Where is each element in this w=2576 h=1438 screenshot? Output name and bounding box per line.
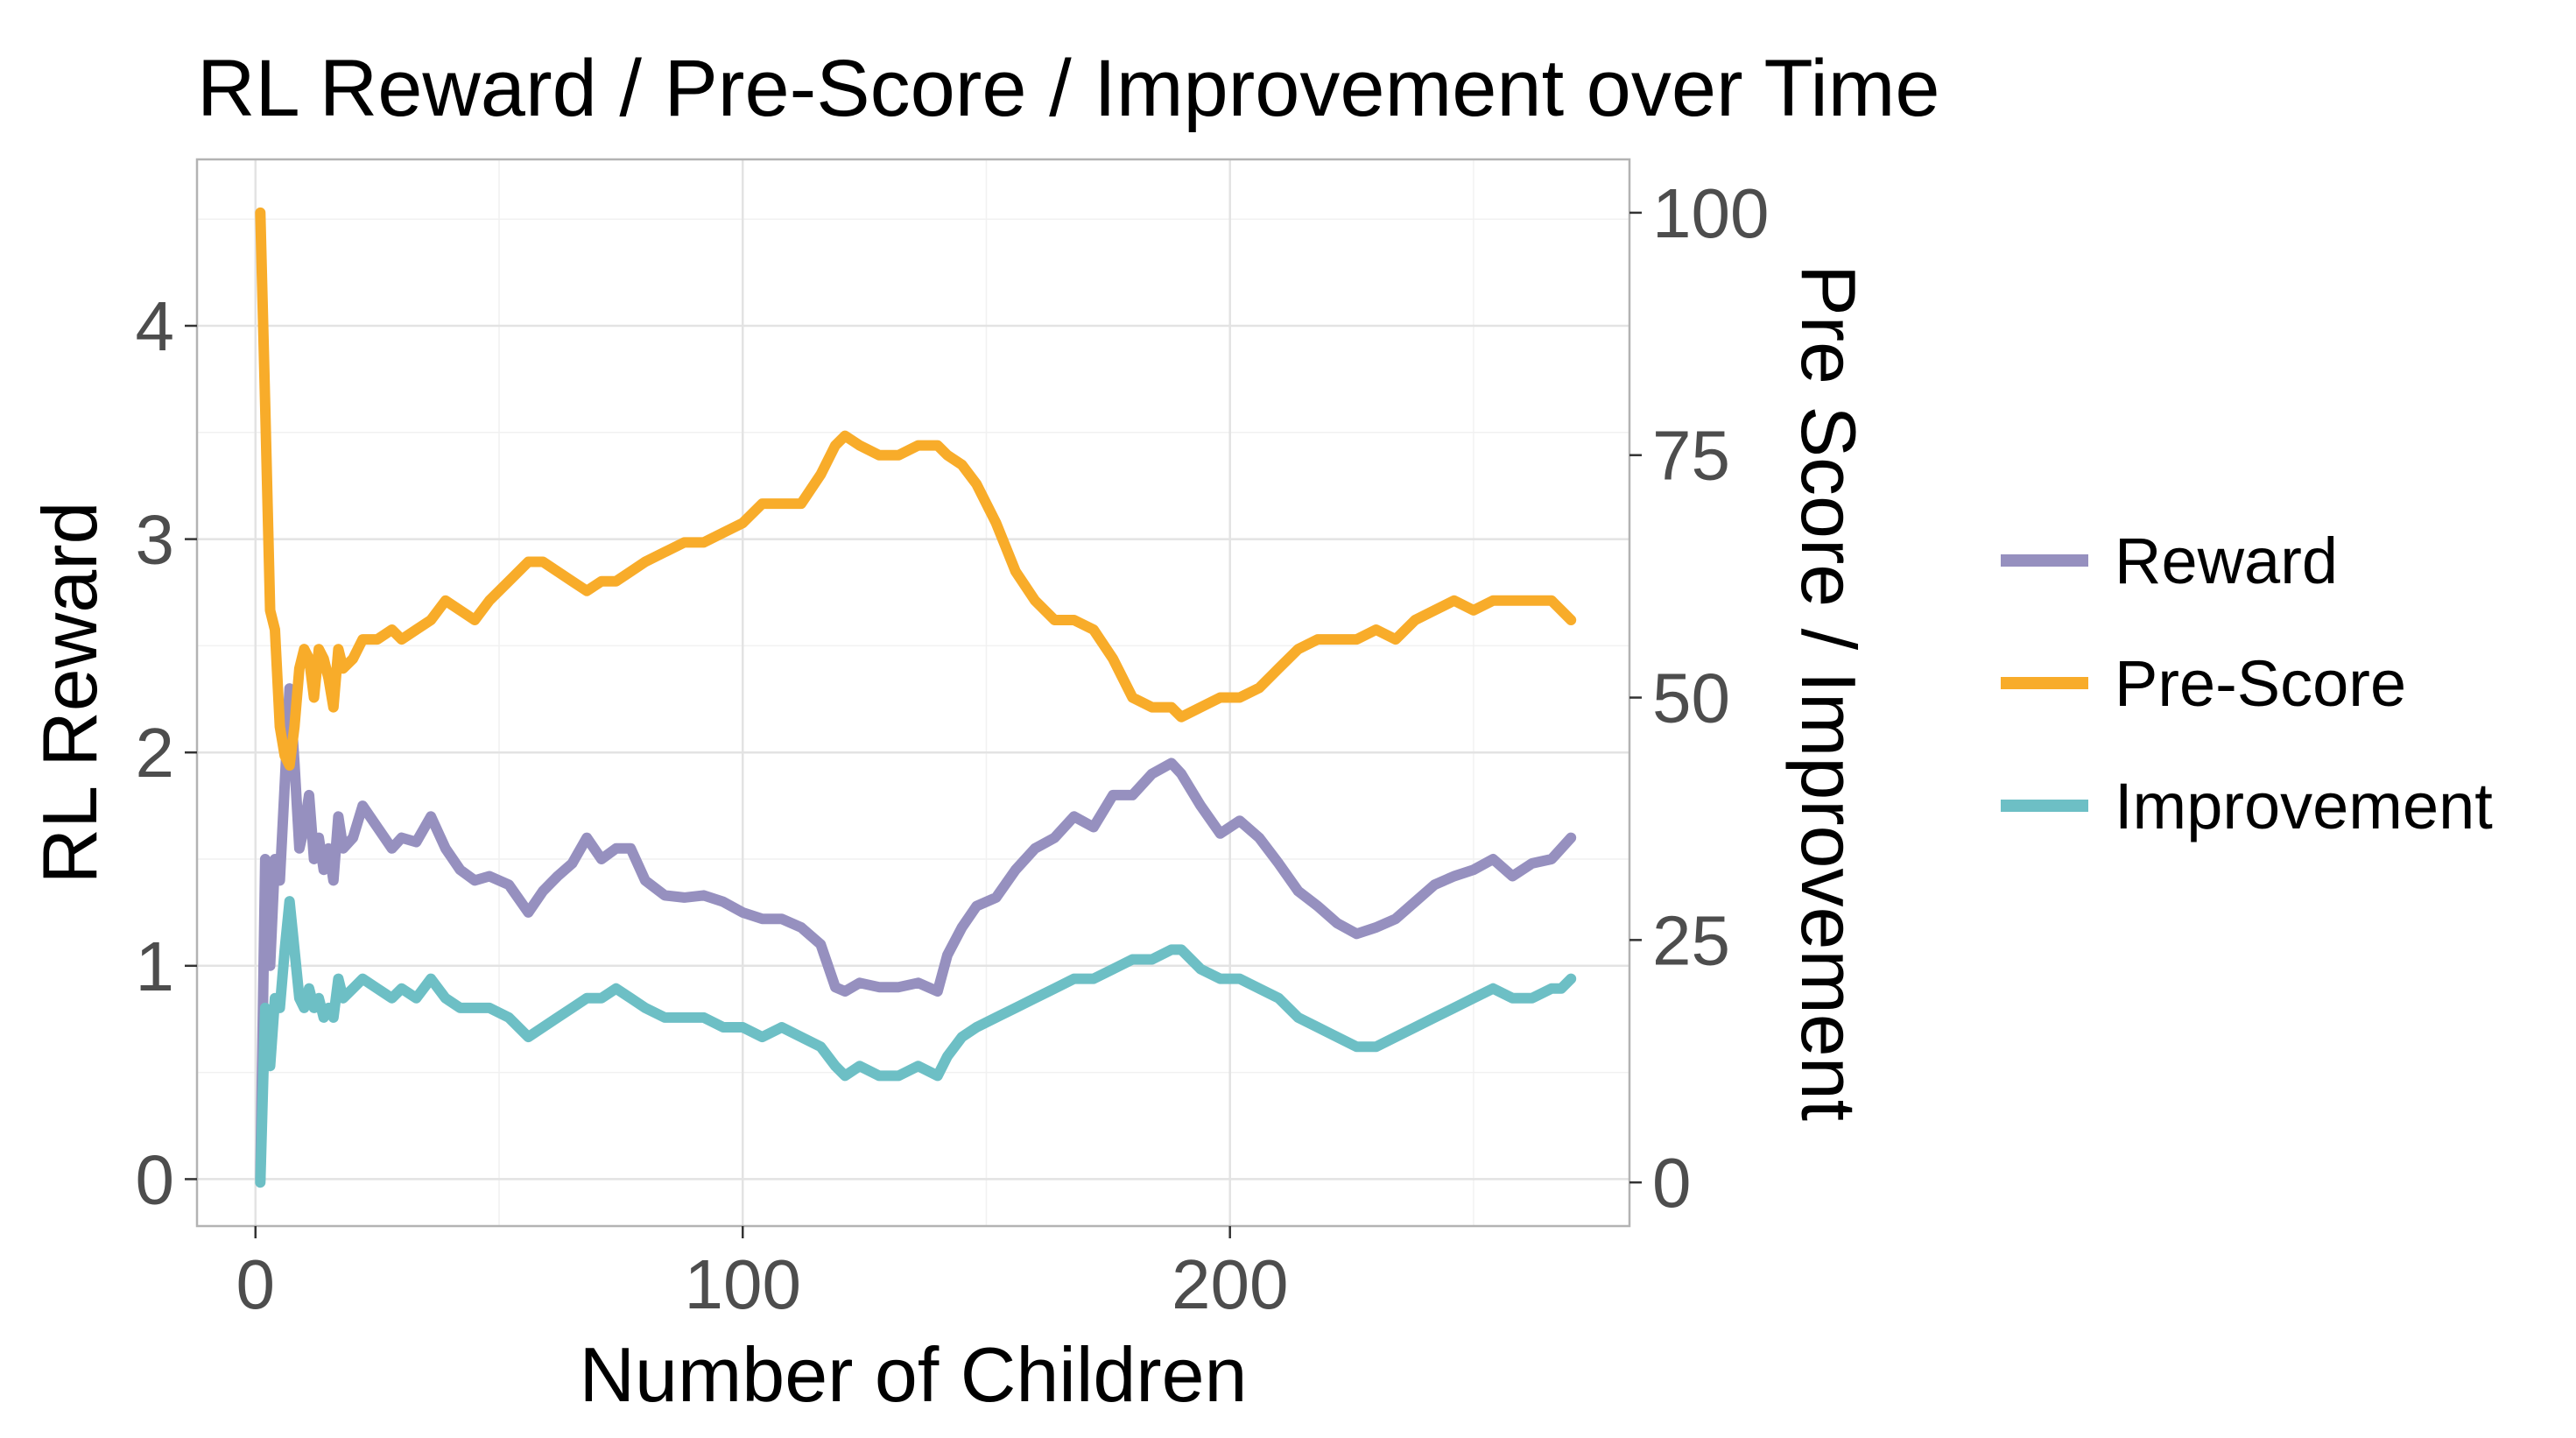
series-lines — [255, 207, 1577, 1188]
series-line-reward — [255, 683, 1577, 1185]
y-axis-right: 0 25 50 75 100 — [1629, 174, 1769, 1222]
y-axis-right-title: Pre Score / Improvement — [1785, 264, 1872, 1121]
y-right-tick-label: 75 — [1652, 417, 1730, 495]
x-tick-label: 0 — [236, 1245, 276, 1323]
y-tick-label: 2 — [136, 714, 175, 792]
x-tick-label: 100 — [684, 1245, 800, 1323]
y-right-tick-label: 50 — [1652, 659, 1730, 737]
legend-label-pre-score: Pre-Score — [2115, 647, 2406, 720]
grid — [197, 159, 1629, 1226]
legend: Reward Pre-Score Improvement — [2001, 525, 2493, 842]
series-line-pre-score — [255, 207, 1577, 771]
y-tick-label: 1 — [136, 927, 175, 1005]
y-axis-title: RL Reward — [26, 502, 113, 885]
y-tick-label: 4 — [136, 287, 175, 365]
y-tick-label: 3 — [136, 501, 175, 579]
x-axis-title: Number of Children — [580, 1331, 1248, 1418]
y-tick-label: 0 — [136, 1140, 175, 1218]
series-line-improvement — [255, 896, 1577, 1188]
chart-title: RL Reward / Pre-Score / Improvement over… — [197, 44, 1940, 133]
y-right-tick-label: 25 — [1652, 901, 1730, 979]
plot-panel-border — [195, 158, 1631, 1228]
legend-label-improvement: Improvement — [2115, 770, 2493, 842]
y-axis-left: 0 1 2 3 4 — [136, 287, 197, 1218]
y-right-tick-label: 0 — [1652, 1144, 1692, 1222]
x-axis: 0 100 200 — [236, 1226, 1288, 1323]
x-tick-label: 200 — [1172, 1245, 1288, 1323]
legend-label-reward: Reward — [2115, 525, 2338, 597]
y-right-tick-label: 100 — [1652, 174, 1769, 252]
